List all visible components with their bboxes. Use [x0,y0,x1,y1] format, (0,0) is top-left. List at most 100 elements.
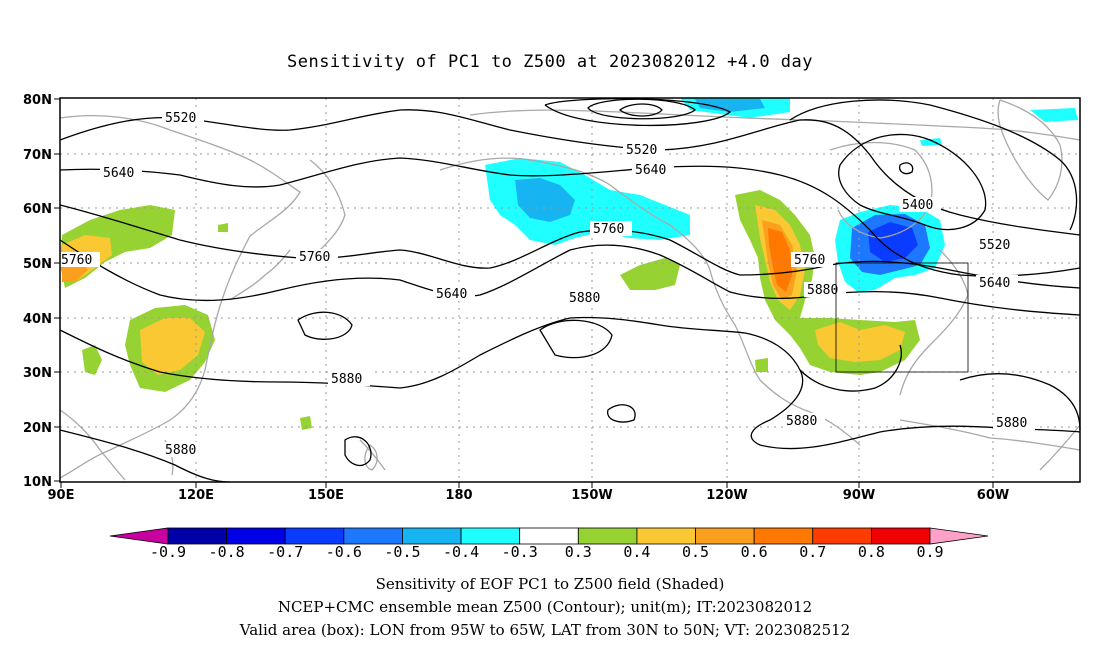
colorbar-cells [167,527,931,545]
colorbar-cell [636,527,696,545]
contour-label-text: 5880 [165,443,196,458]
contour-arctic-low-1 [618,103,663,117]
lat-label: 20N [23,421,52,436]
contour-5880-island-3 [607,404,636,423]
contour-label-text: 5760 [794,253,825,268]
colorbar-cell [402,527,462,545]
lat-label: 30N [23,366,52,381]
contour-5520-north [59,109,1081,236]
colorbar-cell [695,527,755,545]
contour-label-5760-b: 5760 [296,249,338,265]
contour-label-group: 5520 5520 5520 5640 5640 5640 5640 5760 … [58,110,1035,458]
latitude-labels: 80N 70N 60N 50N 40N 30N 20N 10N [23,93,52,490]
colorbar-labels: -0.9 -0.8 -0.7 -0.6 -0.5 -0.4 -0.3 0.3 0.4 0.5 0.6… [150,543,944,561]
contour-label-text: 5880 [569,291,600,306]
colorbar-label: -0.4 [443,543,479,561]
contour-label-5640-c: 5640 [433,286,475,302]
colorbar-cell [167,527,228,545]
contour-5760-west [59,204,1081,289]
coastline-japan [229,249,291,301]
contour-label-5640-a: 5640 [100,165,142,181]
contour-label-5880-b: 5880 [804,282,846,298]
caption-line-2: NCEP+CMC ensemble mean Z500 (Contour); u… [278,598,812,616]
colorbar-cell [226,527,286,545]
contour-label-text: 5640 [436,287,467,302]
contour-label-text: 5520 [165,111,196,126]
positive-area-small-2 [300,416,312,430]
lat-label: 40N [23,312,52,327]
positive-area-southeast-yellow [815,322,905,362]
colorbar-label: -0.6 [326,543,362,561]
colorbar-label: -0.8 [209,543,245,561]
colorbar-cell [519,527,579,545]
contour-label-5640-d: 5640 [976,275,1018,291]
coastline-kamchatka [309,159,346,251]
lat-label: 60N [23,202,52,217]
island-pacific-1 [364,444,378,471]
negative-area-labrador [920,138,942,146]
plot-title: Sensitivity of PC1 to Z500 at 2023082012… [287,52,813,72]
contour-label-text: 5880 [331,372,362,387]
coastline-greenland [997,99,1063,201]
negative-area-greenland [1030,108,1078,122]
colorbar-label: 0.6 [741,543,768,561]
contour-label-5880-e: 5880 [783,413,825,429]
colorbar-low-end [109,527,169,545]
colorbar-cell [577,527,638,545]
colorbar-label: -0.9 [150,543,186,561]
contour-label-5880-f: 5880 [993,415,1035,431]
contour-outer-hudson [789,99,1078,231]
positive-area-small-4 [755,358,768,372]
lon-label: 60W [977,488,1009,503]
caption-line-1: Sensitivity of EOF PC1 to Z500 field (Sh… [376,575,725,593]
contour-5760-lower [59,239,1081,316]
coastline-newguinea-top [359,439,386,471]
lon-label: 120E [178,488,214,503]
lat-label: 50N [23,257,52,272]
coastline-east-na [899,249,969,396]
coastline-southamerica [1039,424,1081,471]
contour-label-text: 5640 [979,276,1010,291]
contour-label-text: 5880 [807,283,838,298]
contour-label-5760-a: 5760 [58,252,100,268]
colorbar-label: 0.5 [682,543,709,561]
contour-label-text: 5400 [902,198,933,213]
contour-5880-east [959,373,1081,431]
colorbar-cell [753,527,814,545]
lon-label: 150E [308,488,344,503]
contour-5880-island-1 [297,311,353,340]
positive-area-small-1 [82,345,102,375]
contour-arctic-low-3 [544,97,732,127]
contour-label-text: 5640 [635,163,666,178]
lon-label: 180 [445,488,472,503]
contour-label-5880-a: 5880 [566,290,608,306]
coastline-alaska [439,157,711,271]
contour-5880-main [59,316,1081,450]
contour-5400 [838,133,987,231]
z500-contours [59,97,1081,483]
contour-label-5760-c: 5760 [590,221,632,237]
colorbar-label: 0.3 [565,543,592,561]
valid-area-box [835,262,969,373]
contour-label-5760-d: 5760 [791,252,833,268]
contour-5880-south [59,429,231,483]
contour-label-5520-a: 5520 [162,110,204,126]
negative-area-alaska-blue [515,178,575,222]
contour-label-text: 5760 [299,250,330,265]
colorbar-cell [812,527,872,545]
contour-label-5400: 5400 [899,197,941,213]
colorbar: -0.9 -0.8 -0.7 -0.6 -0.5 -0.4 -0.3 0.3 0.4 0.5 0.6… [109,527,989,561]
contour-label-5880-c: 5880 [328,371,370,387]
colorbar-label: -0.5 [384,543,420,561]
lat-label: 70N [23,148,52,163]
colorbar-cell [284,527,345,545]
negative-area-arctic-blue [695,99,765,112]
gridlines [60,98,1080,482]
colorbar-cell [343,527,403,545]
contour-label-text: 5520 [626,143,657,158]
contour-label-text: 5520 [979,238,1010,253]
contour-label-5520-b: 5520 [623,142,665,158]
caption-line-3: Valid area (box): LON from 95W to 65W, L… [239,621,850,639]
lat-label: 80N [23,93,52,108]
map-panel: 5520 5520 5520 5640 5640 5640 5640 5760 … [58,97,1081,483]
